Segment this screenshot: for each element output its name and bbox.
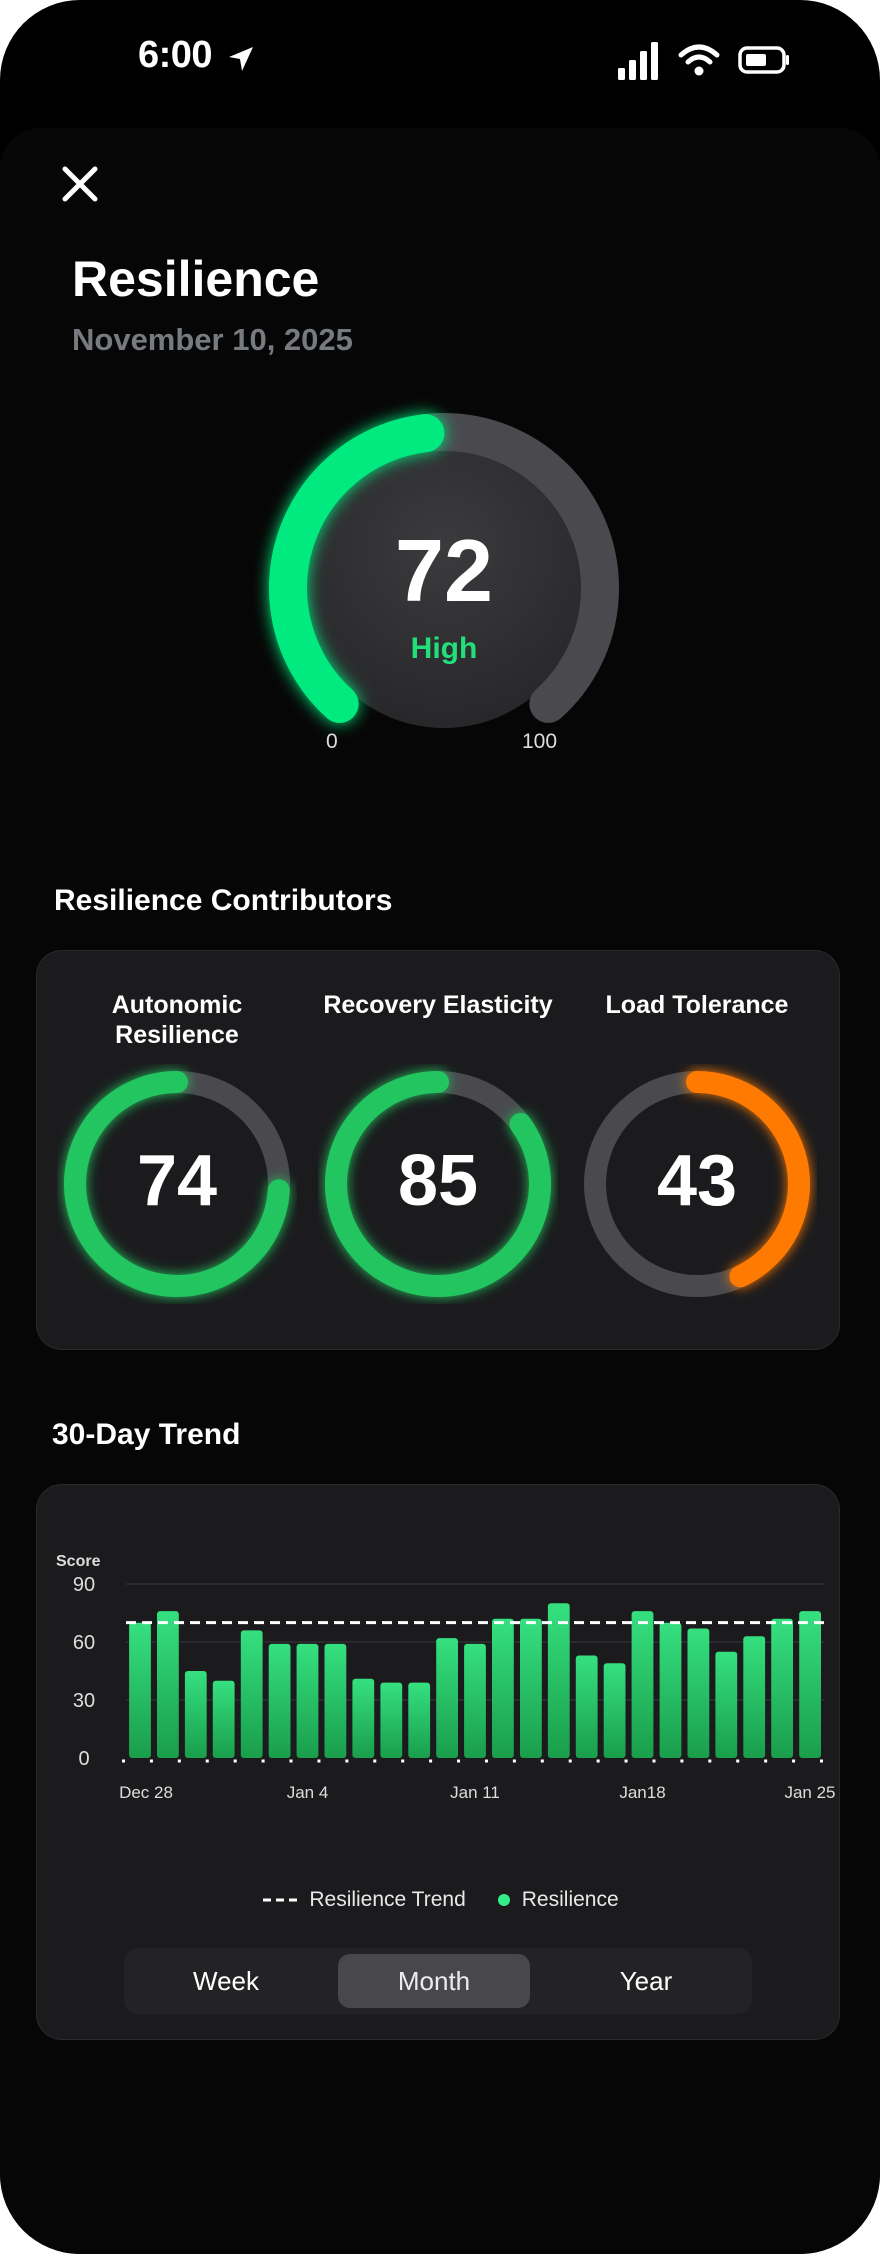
y-tick-label: 0 xyxy=(78,1748,89,1770)
legend-item-resilience: Resilience xyxy=(496,1888,619,1912)
tab-week[interactable]: Week xyxy=(193,1966,259,1996)
chart-bar[interactable] xyxy=(324,1643,347,1758)
chart-bar[interactable] xyxy=(184,1671,207,1758)
chart-bar[interactable] xyxy=(268,1643,291,1758)
chart-bar[interactable] xyxy=(380,1682,403,1758)
chart-bar[interactable] xyxy=(603,1663,626,1758)
contributor-value: 43 xyxy=(656,1141,738,1221)
x-tick-label: Jan18 xyxy=(619,1783,665,1802)
page-date: November 10, 2025 xyxy=(72,322,353,357)
period-selector: Week Month Year xyxy=(124,1948,752,2014)
x-tick-label: Dec 28 xyxy=(119,1783,173,1802)
chart-bar[interactable] xyxy=(715,1651,738,1758)
green-dot-icon xyxy=(497,1894,510,1906)
contributor-ring-chart xyxy=(584,1071,810,1297)
chart-bar[interactable] xyxy=(240,1630,263,1758)
chart-bar[interactable] xyxy=(687,1628,710,1759)
contributors-title: Resilience Contributors xyxy=(54,884,393,917)
chart-bar[interactable] xyxy=(520,1618,542,1758)
contributor-ring-chart xyxy=(325,1071,551,1297)
y-axis-label: Score xyxy=(56,1553,101,1570)
close-icon[interactable] xyxy=(58,162,102,206)
chart-bar[interactable] xyxy=(631,1611,654,1758)
legend-series-label: Resilience xyxy=(521,1888,619,1911)
chart-bar[interactable] xyxy=(352,1678,375,1758)
chart-bar[interactable] xyxy=(464,1643,486,1758)
resilience-gauge xyxy=(269,413,619,728)
gauge-min-label: 0 xyxy=(326,730,338,753)
tab-month[interactable]: Month xyxy=(338,1954,530,2008)
x-tick-label: Jan 11 xyxy=(450,1783,500,1802)
status-time: 6:00 xyxy=(138,34,213,76)
contributor-ring-chart xyxy=(64,1071,290,1297)
chart-bar[interactable] xyxy=(547,1603,570,1758)
gauge-fill xyxy=(269,414,445,723)
chart-bar[interactable] xyxy=(799,1611,821,1758)
contributor-value: 85 xyxy=(397,1141,479,1221)
y-tick-label: 90 xyxy=(73,1574,95,1596)
chart-bar[interactable] xyxy=(743,1636,766,1758)
contributor-name: Load Tolerance xyxy=(605,991,789,1019)
chart-bar[interactable] xyxy=(492,1618,514,1758)
gauge-face xyxy=(304,448,584,728)
tab-year[interactable]: Year xyxy=(619,1966,673,1996)
chart-bar[interactable] xyxy=(659,1622,682,1758)
gauge-max-label: 100 xyxy=(522,730,558,753)
signal-icon xyxy=(618,42,658,80)
chart-bar[interactable] xyxy=(436,1638,458,1758)
chart-bar[interactable] xyxy=(212,1680,235,1758)
chart-bar[interactable] xyxy=(296,1643,319,1758)
contributor-name: Recovery Elasticity xyxy=(323,991,553,1019)
gauge-level-label: High xyxy=(410,632,478,665)
contributor-name: Autonomic Resilience xyxy=(111,991,243,1049)
dashed-line-icon xyxy=(263,1898,298,1902)
contributor-value: 74 xyxy=(136,1141,218,1221)
contributor-load-tolerance[interactable]: Load Tolerance 43 xyxy=(572,990,822,1304)
legend-trend-label: Resilience Trend xyxy=(309,1888,466,1911)
legend-item-trend: Resilience Trend xyxy=(261,1888,466,1912)
contributor-recovery-elasticity[interactable]: Recovery Elasticity 85 xyxy=(313,990,563,1304)
y-tick-label: 60 xyxy=(73,1632,95,1654)
wifi-icon xyxy=(678,44,720,76)
contributor-ring: 43 xyxy=(577,1064,817,1304)
chart-bar[interactable] xyxy=(408,1682,431,1758)
trend-card xyxy=(36,1484,840,2040)
contributor-autonomic-resilience[interactable]: Autonomic Resilience 74 xyxy=(52,990,302,1304)
contributor-ring: 74 xyxy=(57,1064,297,1304)
chart-bar[interactable] xyxy=(157,1611,179,1758)
trend-chart: Score 0 30 60 90 Dec 28 Jan 4 Jan 11 Jan18 Jan 25 xyxy=(56,1553,836,1802)
x-tick-label: Jan 25 xyxy=(784,1783,835,1802)
chart-legend: Resilience Trend Resilience xyxy=(0,1888,880,1912)
x-tick-label: Jan 4 xyxy=(287,1783,329,1802)
trend-title: 30-Day Trend xyxy=(52,1418,241,1451)
ring-fill xyxy=(64,1071,290,1297)
chart-bar[interactable] xyxy=(575,1655,598,1759)
ring-fill xyxy=(686,1071,810,1288)
chart-bar[interactable] xyxy=(771,1618,793,1758)
ring-fill xyxy=(325,1071,551,1297)
page-title: Resilience xyxy=(72,251,320,307)
y-tick-label: 30 xyxy=(73,1690,95,1712)
contributor-ring: 85 xyxy=(318,1064,558,1304)
battery-icon xyxy=(738,46,789,74)
status-icons xyxy=(618,40,790,80)
gauge-score: 72 xyxy=(395,521,493,620)
chart-bar[interactable] xyxy=(129,1622,151,1758)
location-arrow-icon xyxy=(229,47,253,71)
